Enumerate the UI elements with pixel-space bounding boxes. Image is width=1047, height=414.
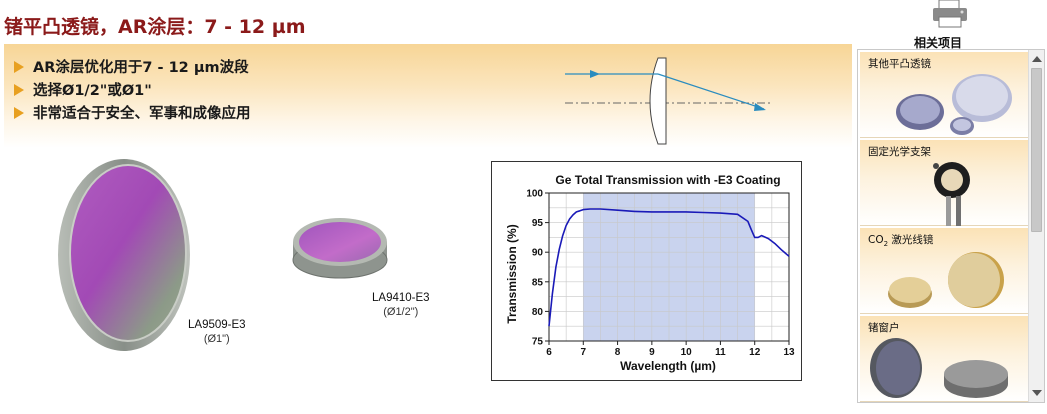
scroll-down-icon[interactable] <box>1032 390 1042 396</box>
chart-y-tick-label: 75 <box>532 337 544 348</box>
related-item-label: CO2 激光线镜 <box>868 232 933 248</box>
chart-y-tick-label: 90 <box>532 248 544 259</box>
chart-y-tick-label: 95 <box>532 218 544 229</box>
feature-text: 非常适合于安全、军事和成像应用 <box>33 106 251 122</box>
feature-text: AR涂层优化用于7 - 12 µm波段 <box>33 60 249 76</box>
lens-set-thumbnail <box>896 74 1012 135</box>
lens-large-image <box>52 155 192 360</box>
part-number: LA9410-E3 <box>372 292 430 304</box>
chart-y-tick-label: 100 <box>526 189 543 200</box>
related-items-title: 相关项目 <box>914 36 963 50</box>
printer-icon[interactable] <box>931 0 969 33</box>
related-items-panel[interactable]: 其他平凸透镜 固定光学支架 CO2 激光线镜 <box>857 49 1045 403</box>
related-item-fixed-mount[interactable]: 固定光学支架 <box>860 140 1028 226</box>
part-size: (Ø1") <box>203 333 230 345</box>
feature-item: AR涂层优化用于7 - 12 µm波段 <box>14 55 251 78</box>
chart-y-tick-label: 85 <box>532 277 544 288</box>
related-item-plano-convex[interactable]: 其他平凸透镜 <box>860 52 1028 138</box>
chart-x-tick-label: 13 <box>783 347 795 358</box>
related-item-ge-window[interactable]: 锗窗户 <box>860 316 1028 402</box>
lens-large-caption: LA9509-E3 (Ø1") <box>188 318 246 346</box>
feature-banner <box>4 44 852 148</box>
chart-x-tick-label: 11 <box>715 347 726 358</box>
lens-small-image <box>290 212 390 287</box>
part-number: LA9509-E3 <box>188 319 246 331</box>
chart-title: Ge Total Transmission with -E3 Coating <box>555 173 780 187</box>
gold-mirror-thumbnail <box>888 252 1004 308</box>
chart-x-tick-label: 6 <box>546 347 552 358</box>
feature-list: AR涂层优化用于7 - 12 µm波段 选择Ø1/2"或Ø1" 非常适合于安全、… <box>14 55 251 124</box>
optic-mount-thumbnail <box>933 162 970 226</box>
sidebar-scrollbar[interactable] <box>1028 50 1044 402</box>
ge-window-thumbnail <box>870 338 1008 398</box>
related-item-label: 锗窗户 <box>868 322 900 334</box>
part-size: (Ø1/2") <box>383 306 419 318</box>
scroll-thumb[interactable] <box>1031 68 1042 232</box>
chart-y-label: Transmission (%) <box>505 224 519 323</box>
feature-text: 选择Ø1/2"或Ø1" <box>33 83 152 99</box>
scroll-up-icon[interactable] <box>1032 56 1042 62</box>
chart-x-tick-label: 12 <box>749 347 761 358</box>
chart-x-tick-label: 8 <box>615 347 621 358</box>
page-title: 锗平凸透镜，AR涂层：7 - 12 µm <box>4 16 306 38</box>
chart-x-tick-label: 7 <box>581 347 587 358</box>
chart-series-line <box>548 208 790 327</box>
feature-item: 选择Ø1/2"或Ø1" <box>14 78 251 101</box>
related-item-label: 其他平凸透镜 <box>868 58 931 70</box>
lens-ray-diagram <box>560 50 780 155</box>
chart-frame <box>548 192 790 342</box>
label-subscript: 2 <box>883 240 889 249</box>
transmission-chart: Ge Total Transmission with -E3 Coating W… <box>491 161 802 381</box>
chart-x-tick-label: 10 <box>681 347 693 358</box>
chart-x-tick-label: 9 <box>649 347 655 358</box>
bullet-arrow-icon <box>14 60 24 73</box>
related-item-label: 固定光学支架 <box>868 146 931 158</box>
related-item-co2-mirror[interactable]: CO2 激光线镜 <box>860 228 1028 314</box>
chart-y-tick-label: 80 <box>532 307 544 318</box>
transmission-chart-svg: Ge Total Transmission with -E3 Coating W… <box>505 173 795 373</box>
lens-small-caption: LA9410-E3 (Ø1/2") <box>372 291 430 319</box>
chart-x-label: Wavelength (µm) <box>620 359 716 373</box>
feature-item: 非常适合于安全、军事和成像应用 <box>14 101 251 124</box>
label-suffix: 激光线镜 <box>888 234 934 246</box>
bullet-arrow-icon <box>14 83 24 96</box>
label-prefix: CO <box>868 234 884 246</box>
bullet-arrow-icon <box>14 106 24 119</box>
